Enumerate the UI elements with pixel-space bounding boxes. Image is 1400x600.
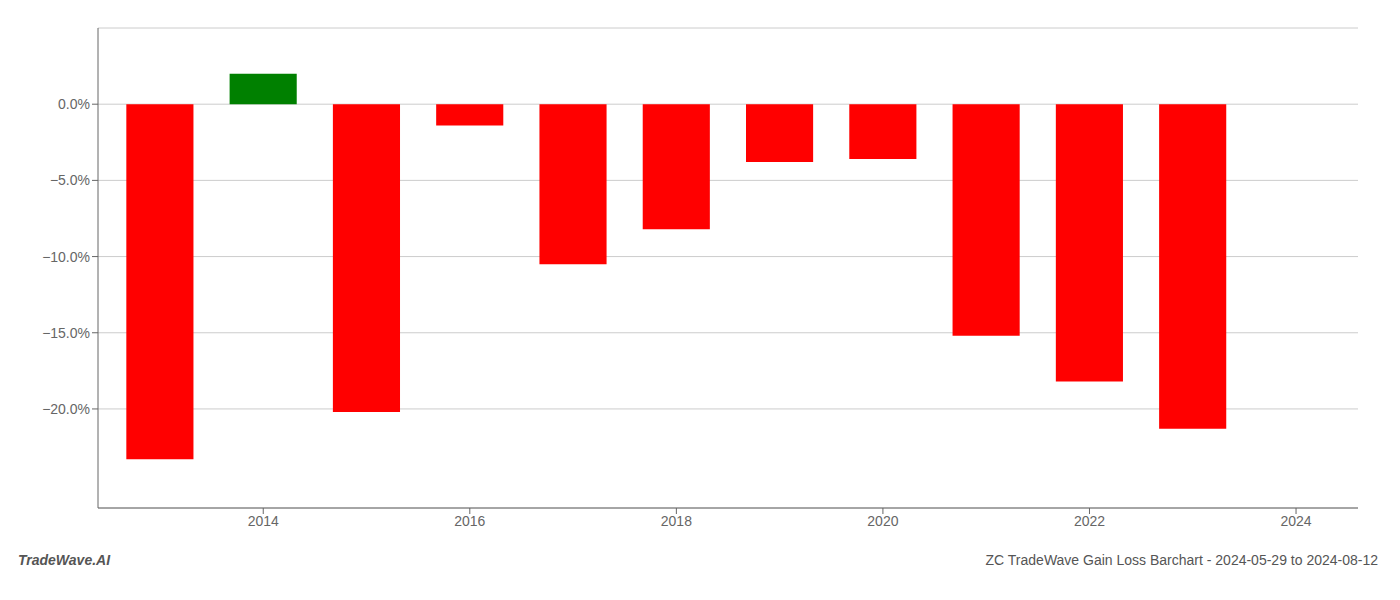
svg-text:−15.0%: −15.0% <box>42 325 90 341</box>
svg-text:−10.0%: −10.0% <box>42 249 90 265</box>
svg-text:2024: 2024 <box>1280 513 1311 529</box>
svg-text:0.0%: 0.0% <box>58 96 90 112</box>
svg-text:2016: 2016 <box>454 513 485 529</box>
svg-text:2020: 2020 <box>867 513 898 529</box>
svg-text:2018: 2018 <box>661 513 692 529</box>
svg-text:2022: 2022 <box>1074 513 1105 529</box>
svg-text:−5.0%: −5.0% <box>50 172 90 188</box>
html-text:ZC TradeWave Gain Loss Barchar: ZC TradeWave Gain Loss Barchart - 2024-0… <box>985 552 1378 568</box>
html-text:TradeWave.AI: TradeWave.AI <box>18 552 111 568</box>
svg-text:2014: 2014 <box>248 513 279 529</box>
svg-text:−20.0%: −20.0% <box>42 401 90 417</box>
